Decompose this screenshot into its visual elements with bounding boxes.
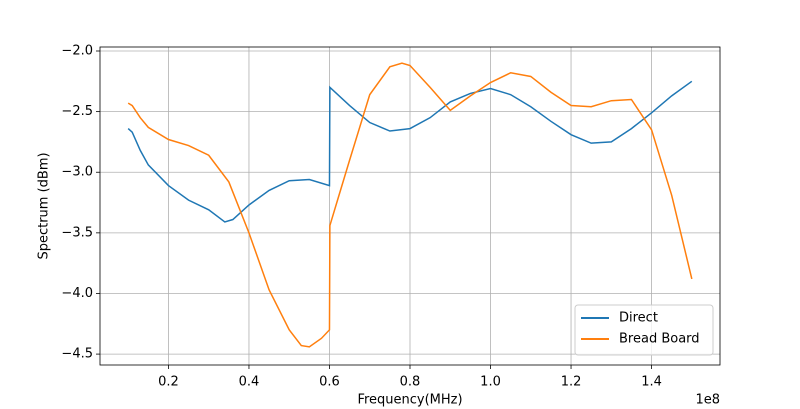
legend-box [574, 304, 714, 356]
y-tick-label: −3.0 [61, 165, 93, 180]
plot-frame [99, 46, 721, 366]
x-tick-label: 0.2 [158, 375, 179, 390]
x-offset-text: 1e8 [695, 393, 720, 408]
y-tick-label: −4.0 [61, 286, 93, 301]
y-tick-label: −3.5 [61, 225, 93, 240]
y-tick-label: −2.5 [61, 104, 93, 119]
x-tick-label: 0.6 [319, 375, 340, 390]
y-tick-label: −2.0 [61, 44, 93, 59]
data-line [127, 80, 693, 223]
data-line [127, 62, 693, 348]
x-tick-label: 1.4 [641, 375, 662, 390]
y-tick-label: −4.5 [61, 347, 93, 362]
x-tick-label: 0.8 [400, 375, 421, 390]
x-axis-label: Frequency(MHz) [357, 393, 462, 408]
x-tick-label: 1.2 [561, 375, 582, 390]
legend-label: Direct [619, 311, 658, 326]
y-axis-label: Spectrum (dBm) [37, 152, 52, 259]
legend-label: Bread Board [619, 332, 700, 347]
x-tick-label: 0.4 [239, 375, 260, 390]
x-tick-label: 1.0 [480, 375, 501, 390]
